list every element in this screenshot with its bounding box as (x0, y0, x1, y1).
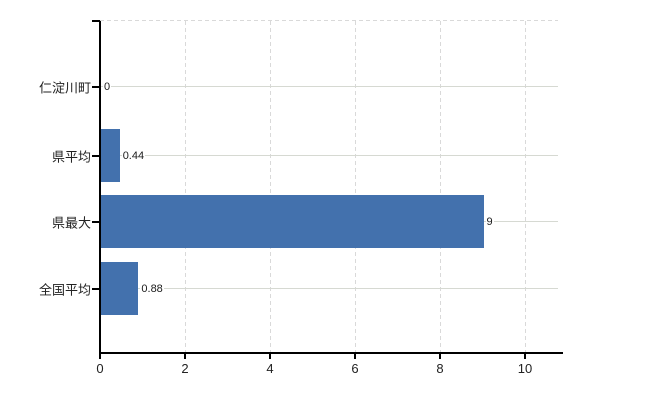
y-axis-end-tick (92, 20, 100, 22)
category-label: 県平均 (51, 149, 91, 165)
y-tick-mark (92, 155, 99, 157)
x-tick-label: 6 (351, 361, 359, 376)
y-tick-mark (92, 288, 99, 290)
x-tick-mark (99, 354, 101, 359)
x-gridline (270, 21, 271, 353)
y-tick-mark (92, 221, 99, 223)
x-tick-mark (524, 354, 526, 359)
x-tick-mark (184, 354, 186, 359)
x-tick-label: 4 (266, 361, 274, 376)
x-axis-line (99, 352, 563, 354)
y-axis-line (99, 21, 101, 353)
bar-value-label: 0 (103, 81, 112, 93)
x-gridline (440, 21, 441, 353)
x-gridline (185, 21, 186, 353)
bar (101, 261, 139, 315)
plot-top-border (100, 20, 558, 21)
bar-value-label: 0.88 (140, 283, 164, 295)
x-gridline (525, 21, 526, 353)
bar-value-label: 9 (485, 216, 494, 228)
bar-value-label: 0.44 (121, 150, 146, 162)
x-tick-label: 8 (436, 361, 444, 376)
y-gridline (100, 288, 558, 289)
y-gridline (100, 86, 558, 87)
x-tick-mark (439, 354, 441, 359)
x-tick-label: 2 (181, 361, 189, 376)
bar (101, 194, 484, 248)
y-gridline (100, 155, 558, 156)
x-gridline (355, 21, 356, 353)
y-tick-mark (92, 86, 99, 88)
category-label: 仁淀川町 (38, 80, 91, 96)
x-tick-label: 0 (96, 361, 104, 376)
x-tick-mark (269, 354, 271, 359)
bar (101, 128, 120, 182)
x-tick-label: 10 (517, 361, 533, 376)
category-label: 県最大 (51, 215, 91, 231)
category-label: 全国平均 (38, 282, 91, 298)
x-tick-mark (354, 354, 356, 359)
